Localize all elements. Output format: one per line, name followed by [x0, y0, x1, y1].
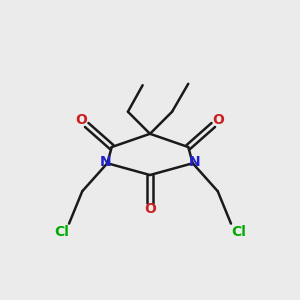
Text: Cl: Cl: [54, 225, 69, 239]
Text: N: N: [100, 155, 112, 169]
Text: O: O: [213, 113, 224, 127]
Text: O: O: [76, 113, 87, 127]
Text: Cl: Cl: [231, 225, 246, 239]
Text: N: N: [188, 155, 200, 169]
Text: O: O: [144, 202, 156, 217]
